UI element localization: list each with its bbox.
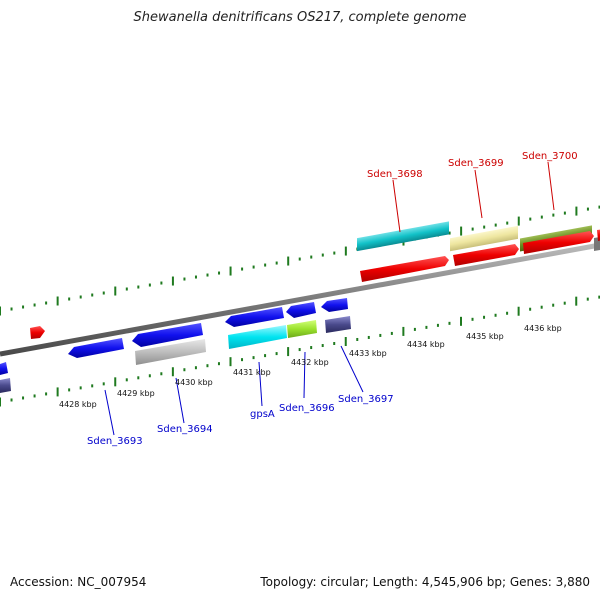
gene-sden-3696[interactable] bbox=[287, 320, 317, 338]
gene-arrow-red-4[interactable] bbox=[597, 229, 600, 241]
genome-summary-text: Topology: circular; Length: 4,545,906 bp… bbox=[260, 575, 590, 589]
leader-sden-3700 bbox=[547, 161, 555, 211]
label-sden-3693[interactable]: Sden_3693 bbox=[87, 436, 143, 447]
leader-sden-3693 bbox=[104, 389, 115, 436]
scale-labels: 4428 kbp 4429 kbp 4430 kbp 4431 kbp 4432… bbox=[59, 324, 562, 409]
gene-gpsA[interactable] bbox=[228, 325, 287, 349]
leader-sden-3698 bbox=[392, 179, 401, 233]
leader-sden-3696 bbox=[303, 351, 306, 399]
leader-sden-3699 bbox=[474, 169, 483, 219]
gene-arrow-blue-4[interactable] bbox=[286, 302, 316, 318]
scale-label-4429: 4429 kbp bbox=[117, 389, 155, 398]
gene-arrow-blue-3[interactable] bbox=[225, 307, 284, 327]
gene-arrow-red-3[interactable] bbox=[523, 231, 594, 254]
gene-arrow-blue-edge[interactable] bbox=[0, 362, 8, 375]
leader-sden-3697 bbox=[340, 345, 364, 393]
forward-label-leaders bbox=[392, 161, 555, 233]
forward-arrow-row bbox=[30, 229, 600, 339]
genome-backbone bbox=[0, 242, 600, 357]
scale-label-4434: 4434 kbp bbox=[407, 340, 445, 349]
gene-next-grey[interactable] bbox=[594, 236, 600, 252]
gene-arrow-red-1[interactable] bbox=[360, 256, 449, 282]
gene-arrow-blue-5[interactable] bbox=[321, 298, 348, 312]
gene-labels: Sden_3698 Sden_3699 Sden_3700 Sden_3693 … bbox=[87, 151, 578, 447]
leader-sden-3694 bbox=[175, 377, 185, 424]
label-sden-3700[interactable]: Sden_3700 bbox=[522, 151, 578, 162]
scale-label-4432: 4432 kbp bbox=[291, 358, 329, 367]
accession-text: Accession: NC_007954 bbox=[10, 575, 147, 589]
reverse-label-leaders bbox=[104, 345, 364, 436]
gene-sden-3694[interactable] bbox=[135, 339, 206, 365]
gene-arrow-red-2[interactable] bbox=[453, 244, 519, 266]
genome-title: Shewanella denitrificans OS217, complete… bbox=[133, 10, 467, 25]
gene-sden-3699[interactable] bbox=[450, 225, 518, 252]
lower-scale-track bbox=[0, 295, 600, 407]
gene-sden-3697[interactable] bbox=[325, 316, 351, 333]
label-sden-3694[interactable]: Sden_3694 bbox=[157, 424, 213, 435]
label-sden-3696[interactable]: Sden_3696 bbox=[279, 403, 335, 414]
gene-sden-3693-arrow[interactable] bbox=[68, 338, 124, 358]
gene-edge-slate[interactable] bbox=[0, 378, 11, 393]
label-sden-3699[interactable]: Sden_3699 bbox=[448, 158, 504, 169]
scale-label-4431: 4431 kbp bbox=[233, 368, 271, 377]
scale-label-4430: 4430 kbp bbox=[175, 378, 213, 387]
scale-label-4435: 4435 kbp bbox=[466, 332, 504, 341]
gene-sden-3698[interactable] bbox=[357, 221, 449, 252]
label-gpsA[interactable]: gpsA bbox=[250, 409, 275, 420]
scale-label-4433: 4433 kbp bbox=[349, 349, 387, 358]
gene-arrow-blue-2[interactable] bbox=[132, 323, 203, 347]
scale-label-4436: 4436 kbp bbox=[524, 324, 562, 333]
gene-arrow-red-small[interactable] bbox=[30, 326, 45, 339]
scale-label-4428: 4428 kbp bbox=[59, 400, 97, 409]
label-sden-3698[interactable]: Sden_3698 bbox=[367, 169, 423, 180]
leader-gpsA bbox=[258, 361, 263, 407]
label-sden-3697[interactable]: Sden_3697 bbox=[338, 394, 394, 405]
reverse-gene-row bbox=[0, 298, 351, 393]
